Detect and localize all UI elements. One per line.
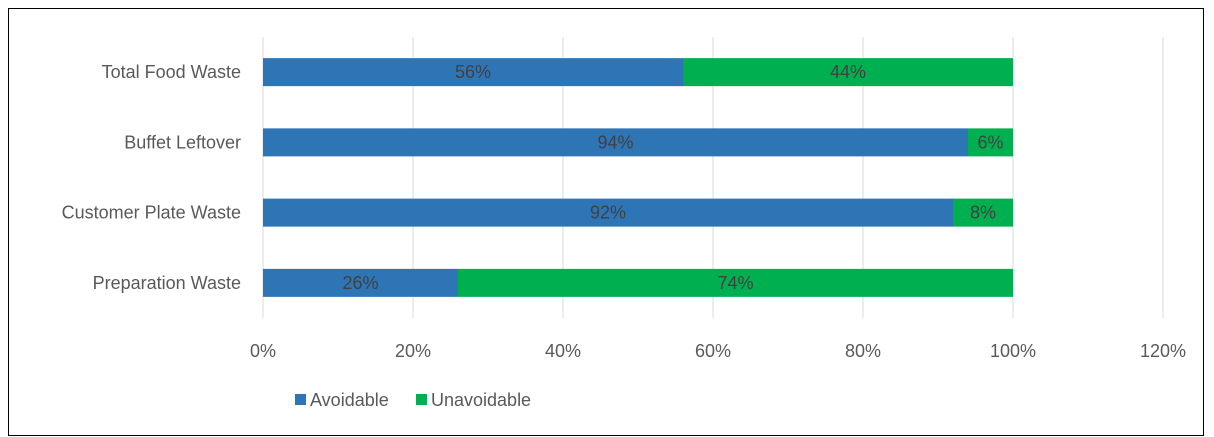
- bar-avoidable: [263, 198, 953, 227]
- x-tick-label: 40%: [545, 341, 581, 361]
- bar-unavoidable: [953, 198, 1013, 227]
- bar-avoidable: [263, 128, 968, 157]
- legend-label: Avoidable: [310, 390, 389, 410]
- category-label: Preparation Waste: [93, 273, 241, 293]
- bar-avoidable: [263, 268, 458, 297]
- data-label: 26%: [342, 273, 378, 293]
- legend-swatch: [416, 394, 427, 405]
- bar-unavoidable: [683, 58, 1013, 87]
- legend-label: Unavoidable: [431, 390, 531, 410]
- legend-swatch: [295, 394, 306, 405]
- bar-unavoidable: [968, 128, 1013, 157]
- x-tick-label: 120%: [1140, 341, 1186, 361]
- x-tick-label: 60%: [695, 341, 731, 361]
- data-label: 94%: [597, 132, 633, 152]
- data-label: 92%: [590, 203, 626, 223]
- category-label: Total Food Waste: [102, 62, 241, 82]
- data-labels: 56% 44% 94% 6% 92% 8% 26% 74%: [342, 62, 1003, 293]
- category-label: Buffet Leftover: [124, 132, 241, 152]
- x-tick-label: 20%: [395, 341, 431, 361]
- data-label: 56%: [455, 62, 491, 82]
- bars: [263, 58, 1013, 297]
- data-label: 74%: [717, 273, 753, 293]
- data-label: 44%: [830, 62, 866, 82]
- x-tick-label: 80%: [845, 341, 881, 361]
- x-tick-label: 100%: [990, 341, 1036, 361]
- bar-unavoidable: [458, 268, 1013, 297]
- x-axis-tick-labels: 0% 20% 40% 60% 80% 100% 120%: [250, 341, 1186, 361]
- data-label: 6%: [977, 132, 1003, 152]
- data-label: 8%: [970, 203, 996, 223]
- category-label: Customer Plate Waste: [62, 203, 241, 223]
- category-labels: Total Food Waste Buffet Leftover Customer …: [62, 62, 241, 293]
- x-tick-label: 0%: [250, 341, 276, 361]
- legend: Avoidable Unavoidable: [295, 390, 531, 410]
- bar-avoidable: [263, 58, 683, 87]
